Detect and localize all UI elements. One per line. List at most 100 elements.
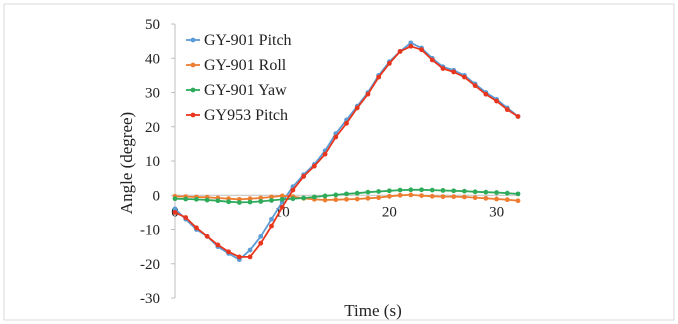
data-point (172, 196, 178, 202)
series-gy-901-roll (172, 192, 521, 204)
data-point (279, 204, 285, 210)
x-axis-title: Time (s) (344, 301, 401, 320)
data-point (258, 195, 264, 201)
data-point (269, 216, 274, 222)
data-point (440, 188, 446, 193)
data-point (269, 194, 274, 200)
data-point (322, 197, 328, 203)
data-point (472, 189, 478, 195)
data-point (429, 193, 435, 199)
data-point (247, 199, 253, 205)
data-point (226, 249, 231, 255)
data-point (172, 206, 178, 212)
legend-label: GY-901 Yaw (204, 82, 287, 99)
data-point (279, 196, 285, 202)
data-point (376, 189, 382, 194)
legend-item: GY-901 Pitch (186, 32, 292, 49)
legend: GY-901 Pitch GY-901 Roll GY-901 Yaw GY953 P… (186, 32, 292, 124)
data-point (269, 223, 274, 229)
y-tick-label: 50 (145, 17, 160, 33)
data-point (419, 193, 424, 198)
data-point (408, 192, 414, 198)
data-point (451, 188, 457, 194)
y-tick-label: -20 (140, 257, 160, 273)
data-point (333, 197, 339, 203)
y-tick-label: 30 (145, 86, 160, 102)
data-point (451, 69, 457, 75)
data-point (376, 195, 382, 201)
data-point (247, 196, 253, 202)
data-point (183, 215, 189, 220)
legend-item: GY-901 Roll (186, 57, 287, 74)
data-point (515, 198, 521, 204)
data-point (215, 198, 221, 204)
data-point (386, 60, 392, 66)
data-point (504, 107, 510, 113)
series-gy953-pitch (172, 43, 521, 260)
data-point (290, 196, 296, 202)
data-point (172, 209, 178, 215)
legend-marker (190, 112, 196, 118)
data-point (194, 196, 199, 202)
y-axis-title: Angle (degree) (117, 112, 136, 214)
data-point (258, 240, 264, 246)
data-point (344, 120, 349, 126)
data-point (365, 189, 371, 195)
data-point (258, 199, 264, 204)
y-tick-label: 0 (153, 188, 161, 204)
data-point (462, 194, 467, 200)
x-tick-label: 30 (489, 204, 504, 220)
data-point (515, 191, 521, 197)
data-point (429, 187, 435, 193)
y-tick-label: -10 (140, 223, 160, 239)
data-point (247, 254, 253, 260)
y-tick-label: -30 (140, 291, 160, 307)
data-point (483, 195, 489, 201)
data-point (515, 114, 521, 119)
x-tick-label: 20 (382, 204, 397, 220)
data-point (462, 188, 467, 194)
data-point (386, 188, 392, 194)
data-point (301, 174, 307, 179)
data-point (408, 43, 414, 49)
data-point (397, 49, 403, 54)
data-point (354, 196, 360, 202)
y-tick-label: 10 (145, 154, 160, 170)
legend-marker (190, 62, 196, 68)
data-point (472, 83, 478, 89)
data-point (365, 91, 371, 97)
data-point (311, 163, 317, 169)
y-tick-label: 40 (145, 51, 160, 67)
data-point (204, 233, 210, 239)
legend-marker (190, 87, 196, 93)
legend-label: GY953 Pitch (204, 107, 288, 124)
data-point (365, 195, 371, 201)
data-point (483, 189, 489, 195)
series-layer (172, 40, 521, 263)
data-point (226, 199, 231, 205)
data-point (183, 196, 189, 202)
axes: -30-20-10010203040500102030 (140, 17, 518, 307)
data-point (386, 193, 392, 199)
data-point (236, 254, 242, 260)
data-point (236, 200, 242, 205)
data-point (408, 187, 414, 193)
legend-label: GY-901 Pitch (204, 32, 292, 49)
data-point (204, 197, 210, 203)
data-point (322, 151, 328, 157)
data-point (344, 191, 349, 197)
legend-marker (190, 37, 196, 43)
data-point (354, 190, 360, 196)
data-point (419, 187, 424, 193)
legend-item: GY953 Pitch (186, 107, 288, 124)
data-point (354, 105, 360, 111)
data-point (397, 192, 403, 198)
data-point (333, 134, 339, 140)
data-point (419, 47, 424, 53)
data-point (472, 195, 478, 201)
legend-item: GY-901 Yaw (186, 82, 287, 99)
data-point (344, 196, 349, 202)
data-point (376, 74, 382, 80)
